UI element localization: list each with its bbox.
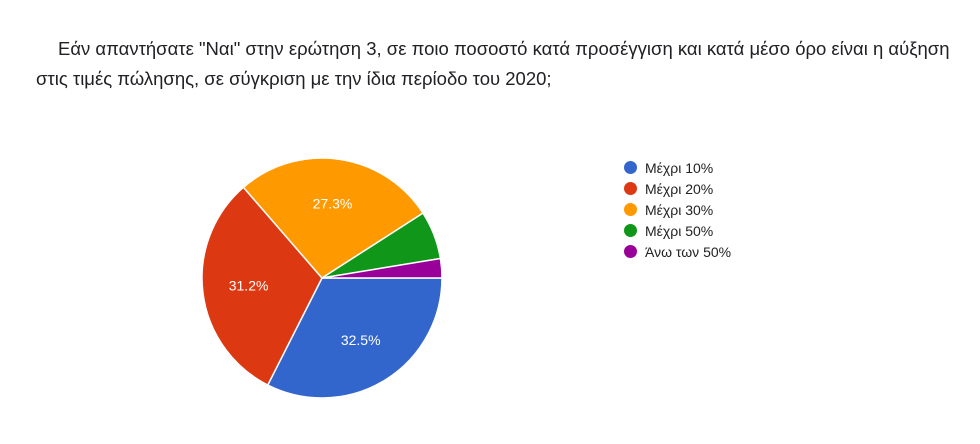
- legend-item-4: Μέχρι 50%: [624, 220, 731, 241]
- legend-swatch-icon: [624, 182, 637, 195]
- pie-slice-label-2: 31.2%: [229, 278, 269, 294]
- legend-label: Μέχρι 10%: [645, 159, 714, 176]
- legend-label: Μέχρι 20%: [645, 180, 714, 197]
- pie-slice-5: [321, 257, 443, 279]
- pie-slice-3: [242, 157, 424, 279]
- pie-slice-1: [266, 277, 443, 399]
- question-text: Εάν απαντήσατε "Ναι" στην ερώτηση 3, σε …: [36, 38, 950, 89]
- legend-item-1: Μέχρι 10%: [624, 157, 731, 178]
- pie-slice-label-3: 27.3%: [313, 196, 353, 212]
- chart-legend: Μέχρι 10% Μέχρι 20% Μέχρι 30% Μέχρι 50% Άνω …: [624, 157, 731, 262]
- pie-slices: [201, 157, 443, 399]
- legend-label: Μέχρι 30%: [645, 201, 714, 218]
- pie-slice-2: [201, 186, 323, 386]
- legend-swatch-icon: [624, 161, 637, 174]
- legend-item-3: Μέχρι 30%: [624, 199, 731, 220]
- legend-swatch-icon: [624, 245, 637, 258]
- legend-swatch-icon: [624, 203, 637, 216]
- legend-item-2: Μέχρι 20%: [624, 178, 731, 199]
- legend-swatch-icon: [624, 224, 637, 237]
- pie-slice-labels: 32.5% 31.2% 27.3%: [229, 196, 381, 348]
- legend-label: Μέχρι 50%: [645, 222, 714, 239]
- legend-label: Άνω των 50%: [645, 243, 732, 260]
- pie-slice-label-1: 32.5%: [341, 332, 381, 348]
- legend-item-5: Άνω των 50%: [624, 241, 731, 262]
